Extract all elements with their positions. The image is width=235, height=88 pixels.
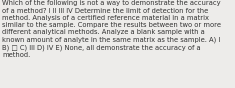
Text: Which of the following is not a way to demonstrate the accuracy
of a method? I I: Which of the following is not a way to d… — [2, 0, 221, 58]
